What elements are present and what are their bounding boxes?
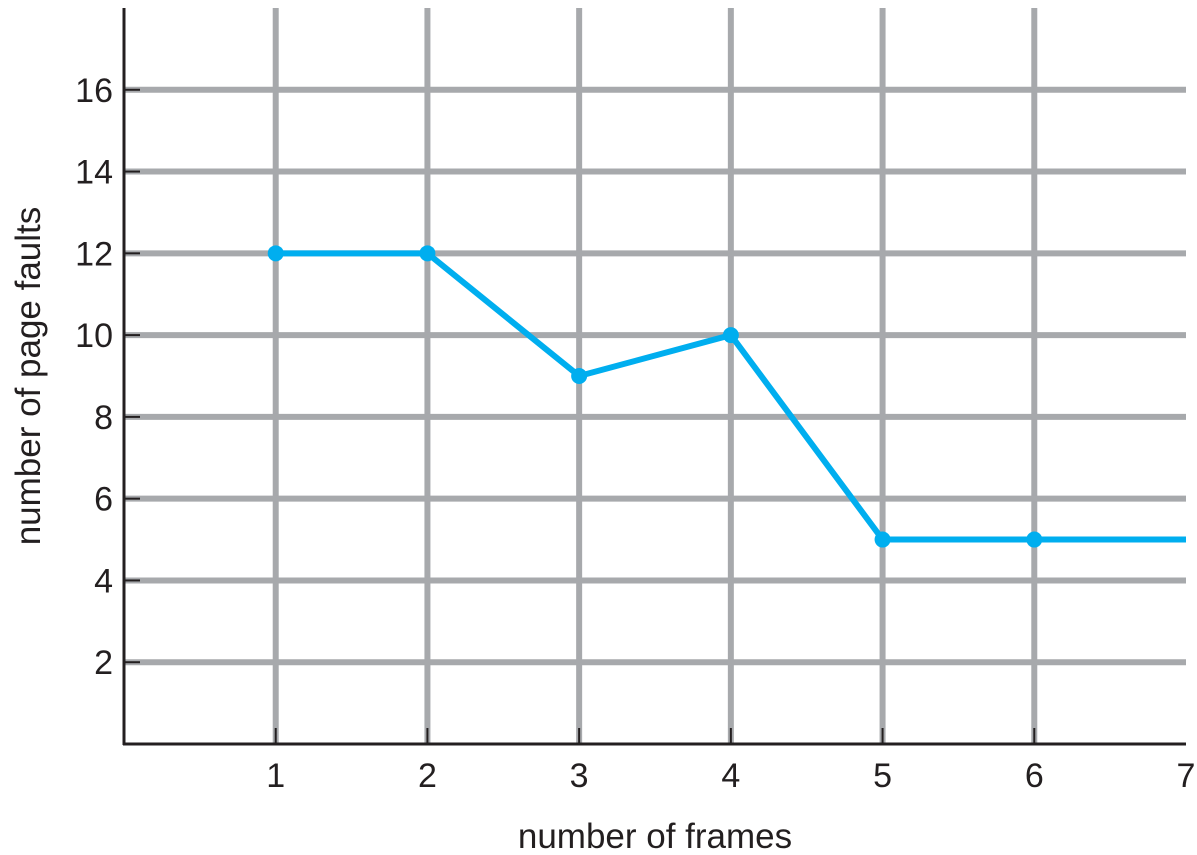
y-tick-label: 8 <box>94 399 113 437</box>
y-tick-labels: 2 4 6 8 10 12 14 16 <box>75 72 113 682</box>
data-point <box>571 368 588 384</box>
data-point <box>722 327 739 344</box>
x-tick-label: 3 <box>570 757 589 795</box>
x-tick-label: 5 <box>873 757 892 795</box>
axes <box>122 8 1186 746</box>
series <box>267 245 1186 548</box>
x-tick-label: 1 <box>266 757 285 795</box>
x-tick-label: 4 <box>721 757 740 795</box>
data-point <box>874 531 891 548</box>
x-axis-title: number of frames <box>518 817 792 855</box>
x-tick-label: 6 <box>1025 757 1044 795</box>
grid <box>124 8 1186 744</box>
data-point <box>267 245 284 262</box>
y-tick-label: 16 <box>75 72 113 110</box>
y-tick-label: 2 <box>94 644 113 682</box>
x-tick-label: 7 <box>1177 757 1196 795</box>
y-tick-label: 12 <box>75 235 113 273</box>
y-tick-label: 10 <box>75 317 113 355</box>
y-tick-label: 4 <box>94 562 113 600</box>
x-tick-labels: 1 2 3 4 5 6 7 <box>266 757 1195 795</box>
data-point <box>419 245 436 262</box>
x-tick-label: 2 <box>418 757 437 795</box>
y-tick-label: 14 <box>75 154 113 192</box>
y-tick-label: 6 <box>94 481 113 519</box>
data-point <box>1026 531 1043 548</box>
y-axis-title: number of page faults <box>9 207 48 546</box>
